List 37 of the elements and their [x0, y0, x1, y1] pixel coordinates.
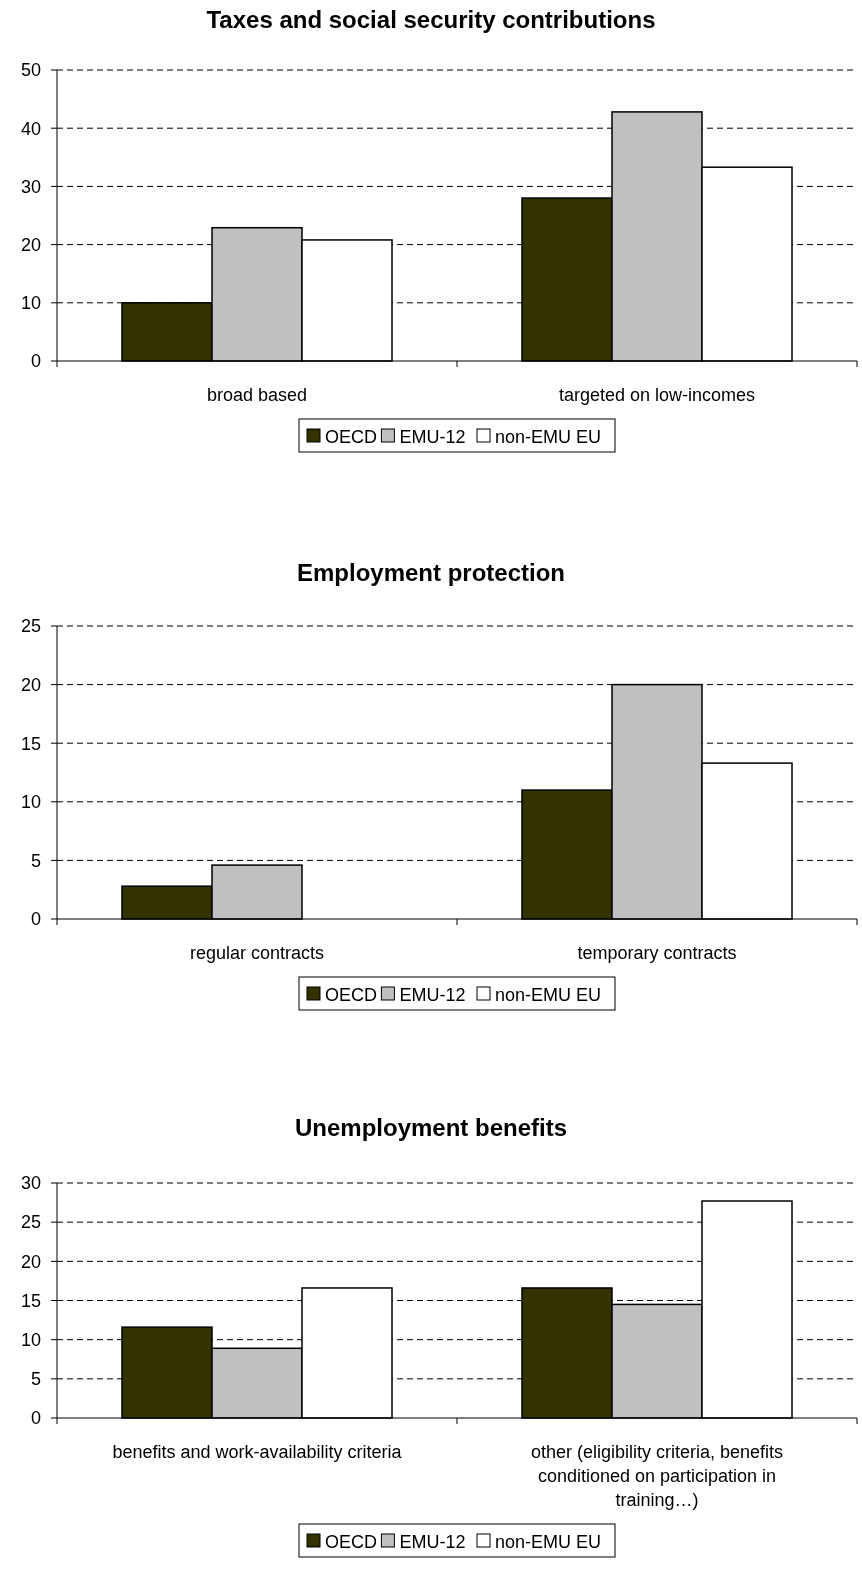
y-tick-label: 5 [30, 850, 41, 871]
y-tick-label: 10 [20, 1329, 41, 1350]
legend-label: EMU-12 [399, 985, 466, 1006]
x-tick-label: regular contracts [189, 943, 325, 963]
x-tick-label: broad based [206, 385, 308, 405]
legend-label: OECD [325, 427, 378, 448]
y-tick-label: 30 [20, 176, 41, 197]
y-tick-label: 50 [20, 60, 41, 81]
chart-title: Taxes and social security contributions [206, 6, 656, 33]
y-tick-label: 40 [20, 118, 41, 139]
y-tick-label: 0 [30, 351, 41, 372]
legend-label: EMU-12 [399, 427, 466, 448]
y-tick-label: 30 [20, 1173, 41, 1194]
x-tick-label: targeted on low-incomes [558, 385, 756, 405]
y-tick-label: 10 [20, 792, 41, 813]
y-tick-label: 25 [20, 1212, 41, 1233]
legend-label: non-EMU EU [495, 427, 602, 448]
y-tick-label: 20 [20, 234, 41, 255]
y-tick-label: 0 [30, 1408, 41, 1429]
legend-label: non-EMU EU [495, 1532, 602, 1553]
y-tick-label: 0 [30, 909, 41, 930]
x-tick-label: temporary contracts [577, 943, 737, 963]
y-tick-label: 15 [20, 733, 41, 754]
chart-title: Employment protection [296, 559, 566, 586]
y-tick-label: 5 [30, 1369, 41, 1390]
x-tick-label: benefits and work-availability criteria [112, 1442, 403, 1462]
y-tick-label: 15 [20, 1290, 41, 1311]
chart-title: Unemployment benefits [294, 1114, 568, 1141]
x-tick-label: other (eligibility criteria, benefits conditioned on participation in training…) [530, 1442, 784, 1510]
legend-label: OECD [325, 985, 378, 1006]
y-tick-label: 10 [20, 293, 41, 314]
y-tick-label: 20 [20, 1251, 41, 1272]
y-tick-label: 25 [20, 616, 41, 637]
y-tick-label: 20 [20, 674, 41, 695]
legend-label: OECD [325, 1532, 378, 1553]
legend-label: non-EMU EU [495, 985, 602, 1006]
legend-label: EMU-12 [399, 1532, 466, 1553]
